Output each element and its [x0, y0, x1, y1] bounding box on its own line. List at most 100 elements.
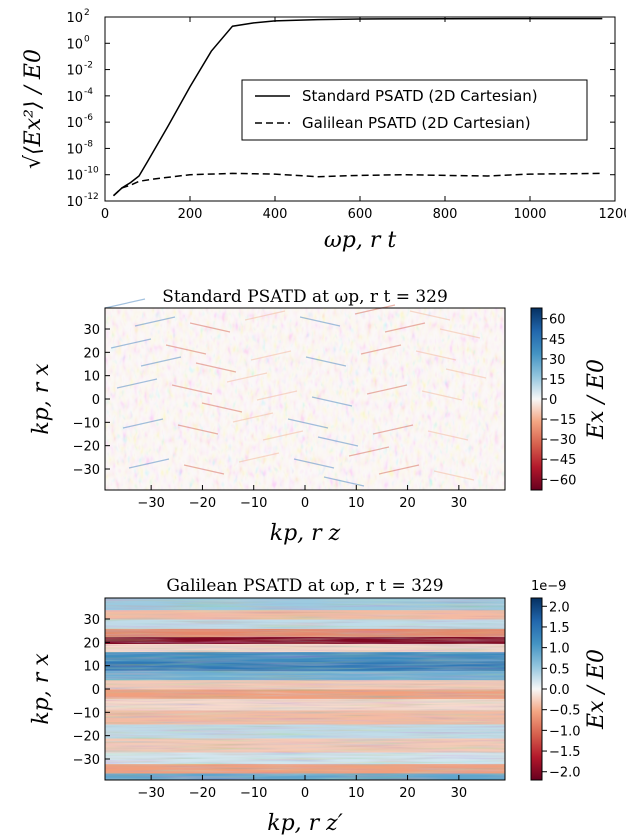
- y-tick-label: 10: [66, 116, 83, 131]
- y-tick-label: 10: [66, 195, 83, 210]
- field-stripe: [378, 464, 420, 475]
- field-stripe: [177, 424, 219, 435]
- colorbar-tick-label: −1.5: [549, 745, 581, 760]
- x-tick-label: 1000: [513, 207, 546, 222]
- field-stripe: [201, 402, 243, 413]
- field-stripe: [171, 384, 213, 395]
- colorbar-tick-label: 60: [549, 313, 566, 328]
- y-tick-label: −30: [73, 753, 100, 768]
- y-tick-exponent: -6: [84, 113, 93, 123]
- field-stripe: [195, 362, 237, 373]
- field-stripe: [311, 396, 353, 407]
- colorbar-tick-label: −1.0: [549, 724, 581, 739]
- field-stripe: [445, 368, 487, 379]
- field-stripe: [110, 338, 152, 349]
- x-tick-label: −10: [240, 786, 267, 801]
- y-tick-exponent: -4: [84, 87, 93, 97]
- colorbar-tick-label: −60: [549, 473, 576, 488]
- colorbar-tick-label: 1.0: [549, 642, 570, 657]
- colorbar-tick-label: 0.0: [549, 683, 570, 698]
- field-stripe: [256, 390, 298, 401]
- colorbar-tick-label: 0.5: [549, 662, 570, 677]
- field-stripe: [287, 418, 329, 429]
- series-galilean-line: [112, 172, 603, 197]
- y-tick-label: −10: [73, 706, 100, 721]
- x-tick-label: 1200: [598, 207, 626, 222]
- field-stripe: [366, 384, 408, 395]
- y-tick-label: −10: [73, 416, 100, 431]
- field-stripe: [323, 476, 365, 487]
- line-chart: 020040060080010001200 10-1210-1010-810-6…: [21, 8, 626, 253]
- colorbar-galilean-label: Ex / E0: [584, 649, 609, 730]
- x-tick-label: 10: [348, 496, 365, 511]
- x-tick-label: −10: [240, 496, 267, 511]
- field-stripe: [165, 344, 207, 355]
- y-tick-label: 20: [83, 636, 100, 651]
- field-stripe: [250, 350, 292, 361]
- series-standard-line: [112, 17, 603, 197]
- field-stripe: [317, 436, 359, 447]
- legend: Standard PSATD (2D Cartesian) Galilean P…: [241, 79, 588, 141]
- y-tick-exponent: -2: [84, 61, 93, 71]
- field-stripe: [415, 350, 457, 361]
- y-tick-label: 0: [92, 393, 100, 408]
- colorbar-standard-ticks: 60 45 30 15 0 −15 −30 −45 −60: [542, 313, 576, 488]
- y-tick-label: −20: [73, 440, 100, 455]
- field-stripe: [226, 372, 268, 383]
- field-stripe: [122, 418, 164, 429]
- y-tick-exponent: -8: [84, 139, 93, 149]
- field-stripe: [305, 356, 347, 367]
- heatmap-galilean-texture: [105, 598, 505, 780]
- colorbar-tick-label: 15: [549, 373, 566, 388]
- field-stripe: [293, 458, 335, 469]
- y-tick-label: 10: [66, 142, 83, 157]
- field-stripe: [360, 344, 402, 355]
- legend-galilean-label: Galilean PSATD (2D Cartesian): [302, 114, 531, 132]
- y-tick-label: 10: [66, 90, 83, 105]
- colorbar-galilean: [530, 597, 543, 781]
- colorbar-tick-label: 30: [549, 353, 566, 368]
- field-stripe: [372, 424, 414, 435]
- x-tick-label: 30: [451, 786, 468, 801]
- heatmap-standard-stripes: [104, 298, 487, 487]
- x-tick-label: 0: [301, 496, 309, 511]
- line-chart-xlabel: ωp, r t: [324, 228, 397, 253]
- y-tick-exponent: 2: [84, 8, 90, 18]
- field-stripe: [232, 412, 274, 423]
- x-tick-label: 400: [263, 207, 288, 222]
- y-tick-exponent: -10: [84, 166, 99, 176]
- colorbar-tick-label: −30: [549, 433, 576, 448]
- heatmap-standard-y-ticks: −30 −20 −10 0 10 20 30: [73, 323, 110, 478]
- y-tick-label: 10: [66, 169, 83, 184]
- heatmap-standard: Standard PSATD at ωp, r t = 329 −30 −20 −1…: [29, 287, 609, 546]
- field-stripe: [384, 322, 426, 333]
- heatmap-standard-x-ticks: −30 −20 −10 0 10 20 30: [137, 485, 467, 511]
- field-stripe: [409, 310, 451, 321]
- y-tick-label: 10: [66, 11, 83, 26]
- colorbar-tick-label: −0.5: [549, 704, 581, 719]
- colorbar-standard-label: Ex / E0: [584, 359, 609, 440]
- y-tick-label: 30: [83, 323, 100, 338]
- heatmap-galilean-x-ticks: −30 −20 −10 0 10 20 30: [137, 775, 467, 801]
- y-tick-label: 10: [83, 370, 100, 385]
- x-tick-label: −30: [137, 496, 164, 511]
- field-stripe: [244, 310, 286, 321]
- field-stripe: [116, 378, 158, 389]
- field-stripe: [140, 356, 182, 367]
- heatmap-standard-xlabel: kp, r z: [270, 521, 341, 546]
- colorbar-galilean-ticks: 2.0 1.5 1.0 0.5 0.0 −0.5 −1.0 −1.5 −2.0: [542, 600, 581, 781]
- line-chart-x-ticks: 0 200 400 600 800 1000 1200: [101, 17, 626, 222]
- x-tick-label: 10: [348, 786, 365, 801]
- field-stripe: [299, 316, 341, 327]
- field-stripe: [348, 446, 390, 457]
- colorbar-tick-label: 0: [549, 393, 557, 408]
- field-stripe: [421, 390, 463, 401]
- x-tick-label: 20: [399, 496, 416, 511]
- field-stripe: [128, 458, 170, 469]
- line-chart-ylabel: √⟨Ex²⟩ / E0: [21, 49, 46, 169]
- y-tick-label: 10: [66, 37, 83, 52]
- colorbar-tick-label: −45: [549, 453, 576, 468]
- colorbar-tick-label: 45: [549, 333, 566, 348]
- field-stripe: [439, 328, 481, 339]
